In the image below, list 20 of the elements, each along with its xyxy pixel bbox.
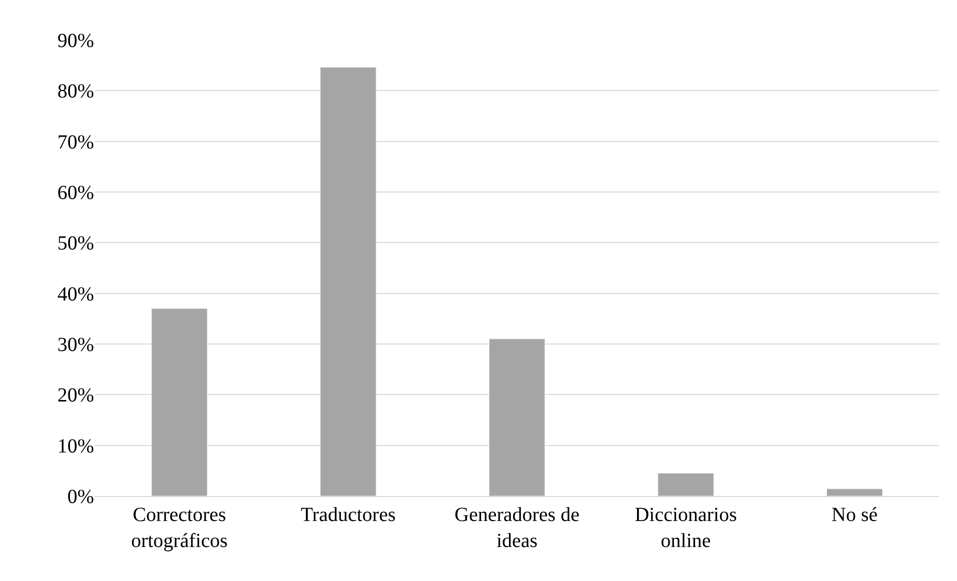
x-tick-label: Traductores bbox=[300, 504, 396, 526]
bar bbox=[826, 488, 883, 496]
x-tick-label: Correctores ortográficos bbox=[131, 504, 228, 552]
x-tick-label: Generadores de ideas bbox=[454, 504, 580, 552]
y-tick-label: 0% bbox=[67, 486, 94, 508]
bar bbox=[658, 472, 714, 496]
y-tick-label: 10% bbox=[57, 435, 94, 458]
y-tick-label: 80% bbox=[57, 80, 94, 103]
bar bbox=[320, 67, 376, 496]
x-tick-label: Diccionarios online bbox=[634, 504, 738, 552]
y-tick-label: 40% bbox=[57, 283, 94, 306]
bar bbox=[488, 338, 546, 496]
y-tick-label: 50% bbox=[57, 232, 94, 255]
y-tick-label: 90% bbox=[57, 30, 94, 52]
bar bbox=[151, 308, 208, 496]
y-tick-label: 70% bbox=[57, 131, 94, 154]
x-tick-label: No sé bbox=[832, 504, 878, 526]
y-tick-label: 20% bbox=[57, 384, 94, 407]
y-tick-label: 60% bbox=[57, 182, 94, 204]
y-tick-label: 30% bbox=[57, 334, 94, 356]
